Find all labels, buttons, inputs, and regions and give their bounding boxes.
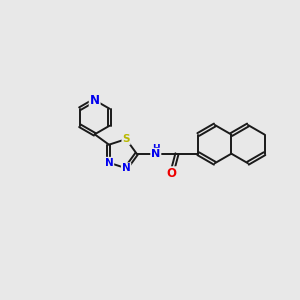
Text: N: N — [90, 94, 100, 106]
Text: S: S — [122, 134, 130, 144]
Text: N: N — [151, 149, 160, 159]
Text: N: N — [122, 163, 130, 173]
Text: O: O — [167, 167, 177, 180]
Text: H: H — [152, 144, 160, 153]
Text: N: N — [105, 158, 113, 168]
